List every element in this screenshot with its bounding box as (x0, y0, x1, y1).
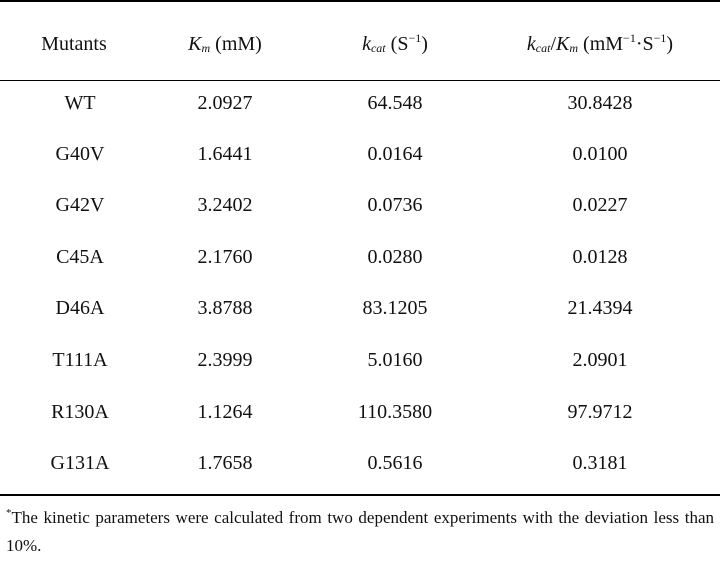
cell-km: 3.2402 (197, 194, 253, 216)
header-kcat-unit-close: ) (421, 33, 428, 55)
cell-km: 1.1264 (197, 401, 253, 423)
cell-ratio: 97.9712 (567, 401, 633, 423)
header-kcat-over-km: kcat/Km (mM−1·S−1) (490, 22, 710, 68)
cell-mutant: T111A (52, 349, 108, 371)
header-ratio-K: K (556, 33, 570, 55)
header-ratio-k: k (526, 33, 536, 55)
cell-km: 2.1760 (197, 246, 253, 268)
header-kcat-unit-sup: −1 (408, 31, 422, 45)
header-km-sub: m (201, 41, 211, 55)
footnote-marker: * (6, 507, 12, 519)
table-top-rule (0, 0, 720, 2)
cell-mutant: G42V (55, 194, 105, 216)
table-row: D46A 3.8788 83.1205 21.4394 (0, 287, 720, 329)
header-ratio-k-sub: cat (535, 41, 551, 55)
header-km: Km (mM) (165, 22, 285, 68)
cell-kcat: 83.1205 (362, 297, 428, 319)
cell-mutant: G131A (50, 452, 110, 474)
footnote-text: The kinetic parameters were calculated f… (6, 508, 714, 555)
cell-kcat: 0.5616 (367, 452, 423, 474)
header-mutants-text: Mutants (41, 33, 107, 55)
cell-ratio: 0.0227 (572, 194, 628, 216)
table-row: WT 2.0927 64.548 30.8428 (0, 82, 720, 124)
cell-kcat: 110.3580 (357, 401, 433, 423)
header-km-unit: (mM) (210, 33, 262, 55)
table-header-rule (0, 80, 720, 81)
header-ratio-K-sub: m (569, 41, 579, 55)
table-row: C45A 2.1760 0.0280 0.0128 (0, 236, 720, 278)
table-row: G131A 1.7658 0.5616 0.3181 (0, 442, 720, 484)
header-ratio-unit-close: ) (666, 33, 674, 55)
cell-ratio: 30.8428 (567, 92, 633, 114)
header-kcat-unit-open: (S (385, 33, 409, 55)
cell-kcat: 0.0736 (367, 194, 423, 216)
header-ratio-slash: / (550, 33, 557, 55)
cell-kcat: 5.0160 (367, 349, 423, 371)
cell-kcat: 0.0164 (367, 143, 423, 165)
cell-ratio: 0.3181 (572, 452, 628, 474)
cell-km: 3.8788 (197, 297, 253, 319)
table-row: G42V 3.2402 0.0736 0.0227 (0, 184, 720, 226)
table-footnote: *The kinetic parameters were calculated … (6, 505, 714, 559)
cell-mutant: C45A (56, 246, 104, 268)
cell-ratio: 0.0128 (572, 246, 628, 268)
table-row: G40V 1.6441 0.0164 0.0100 (0, 133, 720, 175)
cell-ratio: 0.0100 (572, 143, 628, 165)
cell-km: 1.6441 (197, 143, 253, 165)
cell-ratio: 2.0901 (572, 349, 628, 371)
cell-km: 2.3999 (197, 349, 253, 371)
header-ratio-unit-sup2: −1 (653, 31, 667, 45)
cell-mutant: G40V (55, 143, 105, 165)
header-ratio-unit-open: (mM (578, 33, 624, 55)
cell-km: 2.0927 (197, 92, 253, 114)
cell-kcat: 0.0280 (367, 246, 423, 268)
table-row: R130A 1.1264 110.3580 97.9712 (0, 391, 720, 433)
cell-mutant: D46A (55, 297, 105, 319)
cell-km: 1.7658 (197, 452, 253, 474)
header-ratio-unit-sup1: −1 (623, 31, 636, 45)
header-kcat-sub: cat (370, 41, 386, 55)
cell-mutant: WT (64, 92, 96, 114)
cell-kcat: 64.548 (367, 92, 423, 114)
header-kcat: kcat (S−1) (330, 22, 460, 68)
cell-ratio: 21.4394 (567, 297, 633, 319)
cell-mutant: R130A (51, 401, 109, 423)
header-kcat-symbol: k (362, 33, 371, 55)
table-header-row: Mutants Km (mM) kcat (S−1) kcat/Km (mM−1… (0, 22, 720, 66)
header-mutants: Mutants (14, 22, 134, 66)
header-ratio-unit-mid: ·S (635, 33, 654, 55)
header-km-symbol: K (188, 33, 202, 55)
table-row: T111A 2.3999 5.0160 2.0901 (0, 339, 720, 381)
table-bottom-rule (0, 494, 720, 496)
